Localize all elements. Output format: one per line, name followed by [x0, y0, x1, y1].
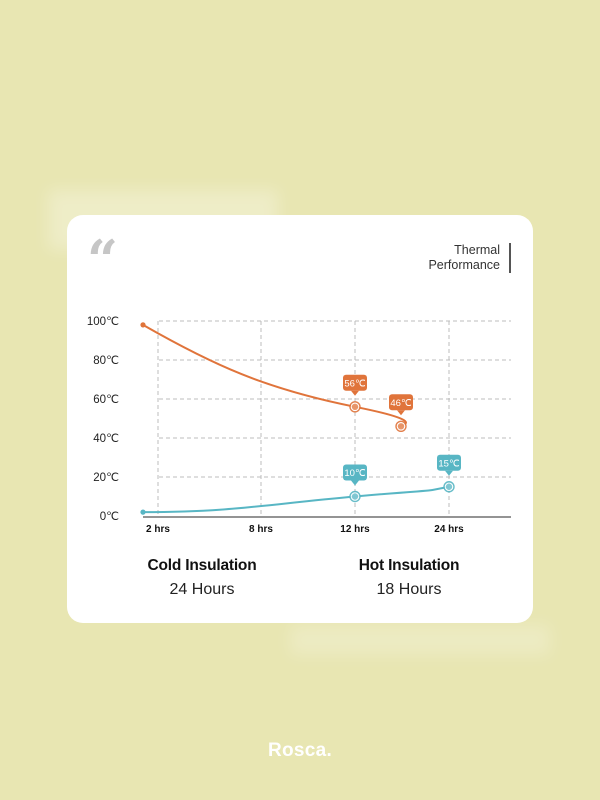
chart-title-line: Performance: [428, 258, 500, 272]
hot-insulation-heading: Hot Insulation: [358, 557, 460, 574]
hot-insulation-summary: Hot Insulation 18 Hours: [309, 557, 509, 599]
data-point: [140, 322, 146, 328]
x-tick-label: 12 hrs: [340, 524, 370, 535]
data-label-pointer: [351, 480, 359, 486]
y-tick-label: 40℃: [93, 433, 119, 445]
data-point: [397, 423, 405, 430]
data-label-pointer: [397, 410, 405, 416]
data-label: 56℃: [344, 378, 366, 389]
y-tick-label: 60℃: [93, 394, 119, 406]
data-label: 46℃: [390, 398, 412, 409]
data-label: 10℃: [344, 468, 366, 479]
thermal-card: “ Thermal Performance 0℃ 20℃ 40℃ 60℃ 80℃ 100℃…: [67, 215, 533, 623]
cold-insulation-summary: Cold Insulation 24 Hours: [102, 557, 302, 599]
series-line: [142, 485, 450, 514]
x-tick-label: 2 hrs: [146, 524, 170, 535]
x-axis-labels: 2 hrs 8 hrs 12 hrs 24 hrs: [146, 524, 464, 535]
chart-title: Thermal Performance: [428, 243, 511, 273]
brand-logo: Rosca.: [267, 740, 333, 761]
series-line: [142, 324, 407, 428]
data-label-bubble: [437, 454, 461, 471]
x-tick-label: 8 hrs: [249, 524, 273, 535]
cold-insulation-value: 24 Hours: [169, 581, 235, 598]
data-label-bubble: [389, 394, 413, 411]
data-label-pointer: [351, 390, 359, 396]
background-glow: [290, 625, 550, 655]
data-point: [445, 483, 453, 490]
y-tick-label: 0℃: [100, 511, 119, 523]
data-point: [140, 509, 146, 515]
data-point: [351, 493, 359, 500]
data-label-pointer: [445, 470, 453, 476]
thermal-chart: 0℃ 20℃ 40℃ 60℃ 80℃ 100℃ 2 hrs 8 hrs 12 hrs 24 hr…: [87, 316, 511, 535]
y-tick-label: 100℃: [87, 316, 119, 328]
y-tick-label: 20℃: [93, 472, 119, 484]
chart-grid: [157, 320, 511, 516]
x-tick-label: 24 hrs: [434, 524, 464, 535]
data-label: 15℃: [438, 458, 460, 469]
quote-icon: “: [87, 228, 119, 292]
chart-series: 56℃ 46℃ 10℃ 15℃: [140, 322, 461, 515]
y-axis-labels: 0℃ 20℃ 40℃ 60℃ 80℃ 100℃: [87, 316, 119, 523]
y-tick-label: 80℃: [93, 355, 119, 367]
data-point: [351, 403, 359, 410]
data-label-bubble: [343, 374, 367, 391]
cold-insulation-heading: Cold Insulation: [147, 557, 257, 574]
data-label-bubble: [343, 464, 367, 481]
chart-title-line: Thermal: [454, 243, 500, 257]
hot-insulation-value: 18 Hours: [376, 581, 442, 598]
